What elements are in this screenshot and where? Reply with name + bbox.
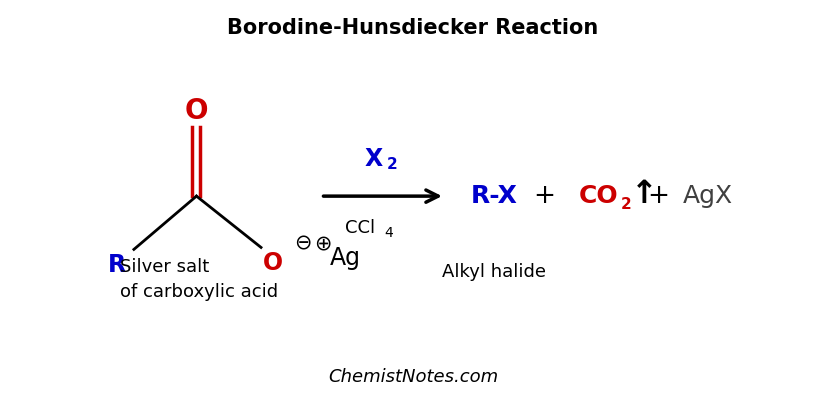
Text: X: X bbox=[365, 147, 383, 171]
Text: CO: CO bbox=[579, 184, 619, 208]
Text: +: + bbox=[533, 183, 555, 209]
Text: 4: 4 bbox=[385, 226, 394, 240]
Text: AgX: AgX bbox=[683, 184, 733, 208]
Text: R: R bbox=[108, 253, 126, 277]
Text: CCl: CCl bbox=[345, 219, 375, 237]
Text: ⊖: ⊖ bbox=[294, 233, 312, 254]
Text: 2: 2 bbox=[620, 196, 631, 212]
Text: ↑: ↑ bbox=[630, 179, 657, 210]
Text: O: O bbox=[263, 251, 283, 275]
Text: +: + bbox=[648, 183, 669, 209]
Text: Silver salt
of carboxylic acid: Silver salt of carboxylic acid bbox=[120, 259, 278, 302]
Text: R-X: R-X bbox=[471, 184, 518, 208]
Text: 2: 2 bbox=[387, 157, 398, 172]
Text: Alkyl halide: Alkyl halide bbox=[442, 263, 547, 281]
Text: ⊕: ⊕ bbox=[314, 233, 332, 254]
Text: O: O bbox=[184, 97, 208, 125]
Text: Borodine-Hunsdiecker Reaction: Borodine-Hunsdiecker Reaction bbox=[227, 18, 599, 38]
Text: Ag: Ag bbox=[330, 246, 361, 270]
Text: ChemistNotes.com: ChemistNotes.com bbox=[328, 368, 498, 386]
